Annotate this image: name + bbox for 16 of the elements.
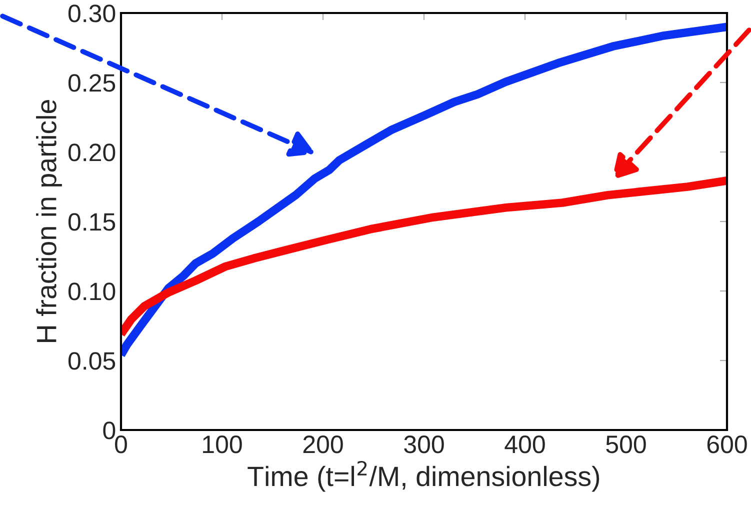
- y-tick-label: 0.30: [68, 4, 116, 22]
- x-tick-label: 200: [303, 436, 343, 454]
- y-tick-label: 0.15: [68, 213, 116, 231]
- x-tick-label: 500: [606, 436, 646, 454]
- y-axis-title: H fraction in particle: [36, 100, 62, 342]
- y-tick-label: 0: [103, 422, 116, 440]
- x-tick-label: 400: [504, 436, 545, 454]
- x-axis-title: Time (t=l$^{2}$/M, dimensionless): [248, 460, 600, 492]
- x-tick-label: 600: [707, 436, 747, 454]
- x-tick-label: 0: [115, 436, 127, 454]
- x-tick-label: 100: [203, 436, 242, 454]
- y-tick-label: 0.25: [68, 74, 116, 92]
- y-tick-label: 0.05: [68, 352, 116, 370]
- y-tick-label: 0.10: [68, 282, 116, 300]
- x-tick-label: 300: [404, 436, 444, 454]
- y-tick-label: 0.20: [68, 144, 116, 162]
